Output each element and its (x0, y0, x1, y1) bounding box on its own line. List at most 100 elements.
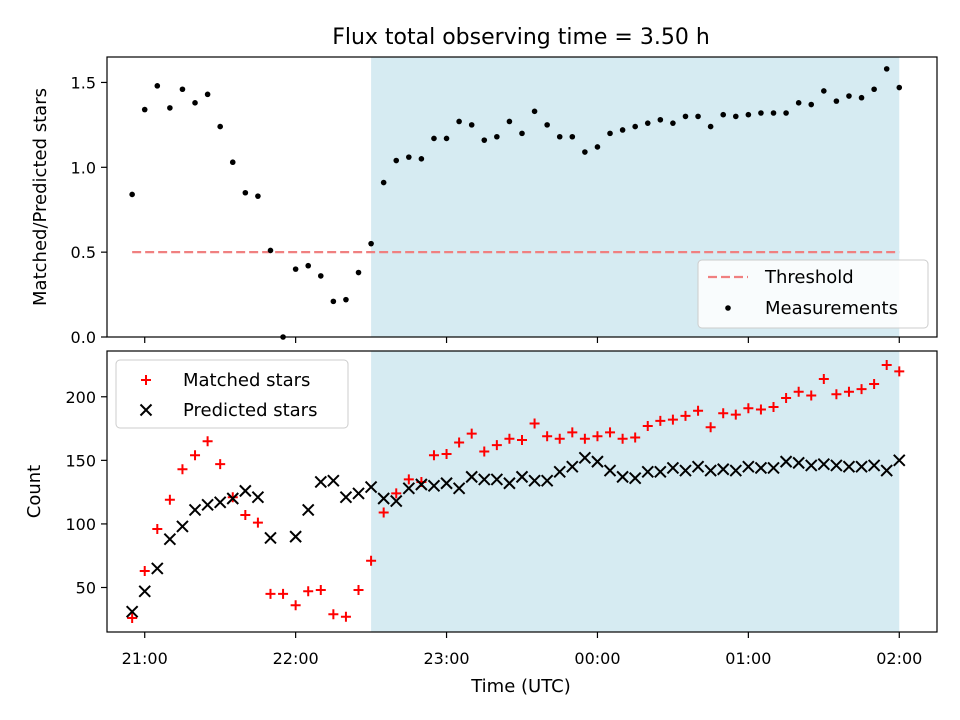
measurement-point (418, 156, 425, 162)
predicted-stars-point (364, 480, 378, 494)
matched-stars-point (428, 450, 439, 461)
predicted-stars-point (125, 605, 139, 618)
matched-stars-point (290, 600, 301, 611)
matched-stars-point (491, 440, 502, 451)
axes-frame (106, 56, 938, 338)
measurement-point (871, 86, 877, 93)
matched-stars-point (517, 435, 527, 446)
x-tick-label: 23:00 (423, 649, 469, 668)
matched-stars-point (743, 403, 754, 414)
predicted-stars-point (339, 491, 353, 504)
measurement-point (556, 133, 563, 140)
measurement-point (494, 133, 500, 140)
matched-stars-point (441, 448, 452, 459)
matched-stars-point (127, 613, 138, 624)
predicted-stars-point (679, 464, 692, 477)
matched-stars-point (630, 432, 641, 443)
predicted-stars-point (490, 473, 504, 486)
measurement-point (154, 83, 161, 89)
predicted-stars-point (226, 492, 239, 505)
predicted-stars-point (289, 530, 302, 543)
predicted-stars-point (628, 471, 642, 485)
legend-matched-label: Matched stars (183, 370, 310, 391)
matched-stars-point (177, 464, 188, 475)
predicted-stars-point (641, 465, 654, 478)
measurement-point (443, 135, 450, 142)
axes-frame (106, 350, 938, 633)
predicted-stars-point (163, 532, 177, 546)
matched-stars-point (705, 422, 716, 433)
matched-stars-point (655, 415, 666, 426)
predicted-stars-point (452, 482, 466, 495)
predicted-stars-point (666, 461, 680, 475)
matched-stars-point (252, 517, 263, 528)
measurement-point (795, 100, 802, 106)
measurement-point (129, 191, 135, 198)
legend-measurement-swatch (725, 305, 731, 311)
matched-stars-point (843, 386, 854, 397)
matched-stars-point (265, 588, 276, 599)
measurement-point (393, 157, 400, 164)
legend-measurement-label: Measurements (765, 298, 898, 319)
measurement-point (883, 66, 890, 72)
predicted-stars-point (616, 470, 629, 484)
matched-stars-point (680, 410, 691, 421)
measurement-point (657, 116, 664, 123)
predicted-stars-point (264, 531, 277, 545)
measurement-point (821, 88, 827, 94)
measurement-point (833, 98, 840, 104)
measurement-point (267, 247, 274, 254)
measurement-point (519, 130, 525, 137)
predicted-stars-point (591, 455, 604, 468)
predicted-stars-point (767, 461, 780, 475)
matched-stars-point (353, 585, 364, 596)
predicted-stars-point (528, 474, 541, 487)
predicted-stars-point (478, 473, 491, 486)
predicted-stars-point (603, 464, 617, 477)
measurement-point (481, 137, 488, 143)
legend-matched-swatch (141, 375, 151, 385)
measurement-point (317, 273, 324, 279)
y-tick-label: 150 (65, 451, 96, 470)
matched-stars-point (831, 389, 842, 400)
matched-stars-point (894, 366, 905, 377)
predicted-stars-point (314, 475, 327, 489)
matched-stars-point (881, 359, 892, 370)
measurement-point (732, 113, 739, 120)
measurement-point (670, 120, 676, 126)
measurement-point (531, 108, 538, 115)
measurement-point (896, 84, 903, 91)
matched-stars-point (806, 390, 817, 401)
matched-stars-point (303, 586, 314, 597)
predicted-stars-point (251, 491, 265, 504)
predicted-stars-point (880, 464, 893, 477)
predicted-stars-point (717, 463, 730, 476)
predicted-stars-point (503, 477, 516, 490)
matched-stars-point (542, 431, 553, 442)
matched-stars-point (454, 437, 465, 448)
predicted-stars-point (213, 496, 227, 509)
predicted-stars-point (540, 474, 554, 487)
predicted-stars-point (352, 487, 365, 500)
predicted-stars-point (817, 457, 831, 471)
predicted-stars-point (691, 460, 705, 473)
predicted-stars-point (427, 479, 441, 492)
measurement-point (506, 118, 513, 125)
legend-predicted-label: Predicted stars (183, 400, 317, 421)
predicted-stars-point (390, 494, 403, 508)
measurement-point (330, 298, 337, 305)
matched-stars-point (164, 494, 175, 505)
y-tick-label: 50 (76, 578, 96, 597)
measurement-point (544, 122, 550, 128)
y-tick-label: 0.0 (71, 328, 96, 347)
y-axis-label: Matched/Predicted stars (30, 88, 51, 306)
matched-stars-point (793, 386, 804, 397)
measurement-point (720, 111, 727, 118)
matched-stars-point (190, 450, 201, 461)
predicted-stars-point (201, 498, 214, 512)
predicted-stars-point (415, 478, 428, 491)
measurement-point (594, 144, 601, 150)
predicted-stars-point (566, 460, 579, 473)
y-tick-label: 1.5 (71, 73, 96, 92)
